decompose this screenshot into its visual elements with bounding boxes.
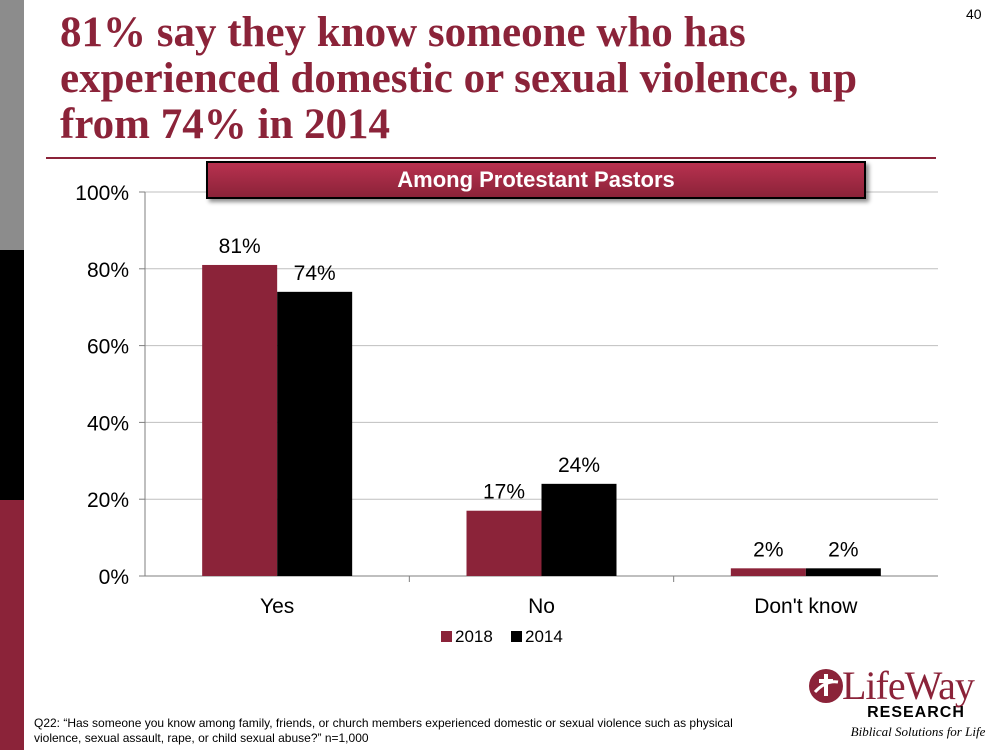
x-tick-label: No [528,595,555,618]
legend-swatch-2018 [441,631,452,642]
side-bar-red [0,500,24,750]
x-tick-label: Don't know [754,595,858,618]
bar-2014-yes [277,291,353,576]
question-footnote: Q22: “Has someone you know among family,… [34,716,733,745]
y-tick-label: 0% [99,566,129,589]
logo-tagline: Biblical Solutions for Life [850,724,986,739]
x-tick-label: Yes [260,595,294,618]
side-bar-black [0,250,24,500]
bar-2018-don-t-know [730,568,806,576]
data-label: 81% [219,235,261,258]
logo-brand: LifeWay [842,663,975,708]
data-label: 2% [828,538,858,561]
y-tick-label: 80% [87,259,129,282]
data-label: 74% [294,262,336,285]
y-tick-label: 60% [87,336,129,359]
logo-research: RESEARCH [867,704,965,721]
bar-2014-don-t-know [805,568,881,576]
bar-2018-no [466,510,542,576]
data-label: 24% [558,454,600,477]
lifeway-logo: LifeWay RESEARCH Biblical Solutions for … [808,663,988,746]
y-tick-label: 40% [87,412,129,435]
data-label: 2% [753,538,783,561]
bar-2014-no [541,483,617,576]
y-tick-label: 100% [75,182,129,205]
slide-number: 40 [966,6,982,22]
y-tick-label: 20% [87,489,129,512]
cross-emblem-icon [809,669,843,703]
side-bar-grey [0,0,24,250]
data-label: 17% [483,481,525,504]
chart-banner: Among Protestant Pastors [206,161,866,199]
legend-label-2018: 2018 [455,627,493,646]
bar-2018-yes [202,264,278,576]
title-rule [46,157,936,159]
slide-title: 81% say they know someone who has experi… [60,9,857,148]
legend-label-2014: 2014 [525,627,563,646]
legend-swatch-2014 [511,631,522,642]
